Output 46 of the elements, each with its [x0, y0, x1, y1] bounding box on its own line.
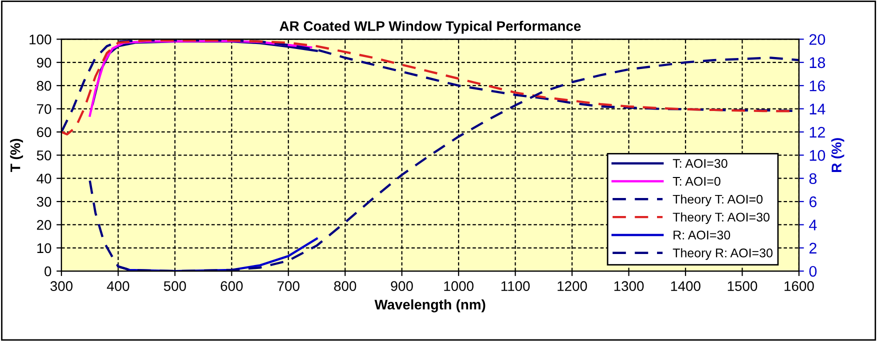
y2-tick-label: 18 [810, 57, 826, 68]
legend-label: R: AOI=30 [674, 230, 730, 240]
y-tick-label: 40 [36, 174, 52, 184]
y-tick-label: 90 [36, 58, 52, 68]
x-tick-label: 1600 [784, 281, 814, 292]
y-tick-label: 10 [37, 243, 52, 254]
x-tick-label: 300 [50, 281, 73, 292]
x-tick-label: 600 [220, 281, 243, 292]
y-tick-label: 50 [36, 150, 52, 160]
y2-axis-title: R (%) [831, 138, 844, 172]
x-tick-label: 1000 [444, 281, 474, 292]
y2-tick-label: 2 [809, 242, 816, 254]
y-tick-label: 20 [36, 220, 52, 230]
x-tick-label: 400 [106, 281, 130, 292]
y-tick-label: 70 [37, 104, 52, 114]
x-tick-label: 500 [164, 281, 186, 292]
x-axis-title: Wavelength (nm) [374, 299, 486, 312]
y-tick-label: 0 [44, 266, 52, 276]
x-tick-label: 800 [334, 281, 356, 292]
legend-label: T: AOI=0 [672, 176, 720, 186]
y2-tick-label: 16 [810, 80, 826, 92]
x-tick-label: 1200 [558, 281, 587, 292]
y-tick-label: 30 [36, 196, 52, 207]
x-tick-label: 1400 [671, 281, 700, 292]
y2-tick-label: 14 [810, 104, 826, 114]
legend-label: Theory T: AOI=0 [672, 194, 763, 206]
y-tick-label: 80 [36, 80, 52, 91]
y2-tick-label: 12 [810, 126, 825, 138]
y2-tick-label: 6 [809, 196, 817, 208]
x-tick-label: 900 [390, 281, 413, 292]
legend-label: T: AOI=30 [672, 159, 728, 168]
y2-tick-label: 20 [809, 34, 826, 45]
x-tick-label: 1300 [614, 281, 644, 292]
y-tick-label: 60 [36, 127, 52, 138]
y-axis-title: T (%) [10, 138, 24, 172]
x-tick-label: 700 [278, 281, 300, 292]
legend-label: Theory R: AOI=30 [672, 248, 772, 260]
legend-label: Theory T: AOI=30 [672, 212, 770, 224]
x-tick-label: 1100 [501, 281, 530, 292]
y2-tick-label: 0 [809, 266, 817, 277]
chart-title: AR Coated WLP Window Typical Performance [280, 20, 581, 34]
y2-tick-label: 4 [809, 220, 817, 230]
y2-tick-label: 8 [809, 173, 817, 184]
y-tick-label: 100 [30, 34, 52, 44]
y2-tick-label: 10 [810, 150, 826, 161]
x-tick-label: 1500 [728, 281, 758, 292]
